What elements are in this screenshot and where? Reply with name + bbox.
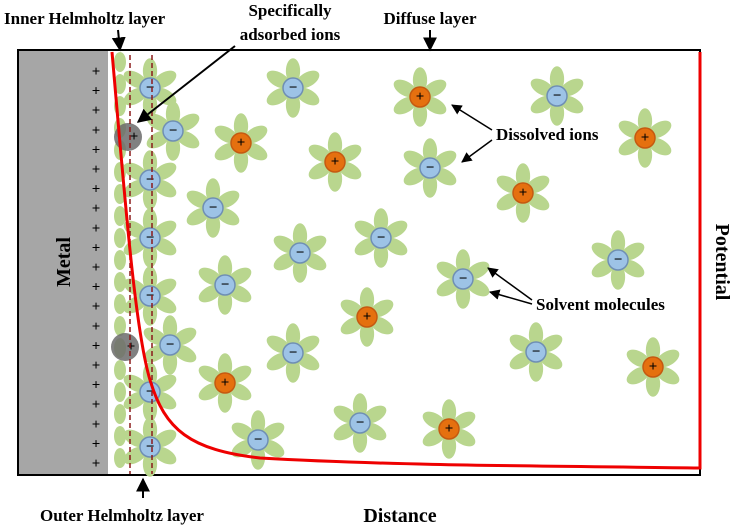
solvent-small	[114, 52, 126, 72]
ion-sign: −	[146, 439, 155, 455]
arrow	[118, 30, 120, 50]
ion-sign: +	[649, 359, 658, 375]
ion-sign: +	[519, 185, 528, 201]
ion-sign: −	[146, 172, 155, 188]
outer-helmholtz-label: Outer Helmholtz layer	[40, 506, 204, 525]
ion-sign: +	[445, 421, 454, 437]
surface-charge: +	[92, 123, 101, 139]
surface-charge: +	[92, 378, 101, 394]
specifically-label-2: adsorbed ions	[240, 25, 341, 44]
solvent-small	[114, 206, 126, 226]
diffuse-label: Diffuse layer	[383, 9, 476, 28]
ion-sign: −	[356, 415, 365, 431]
ion-sign: −	[221, 277, 230, 293]
ion-sign: −	[146, 288, 155, 304]
surface-charge: +	[92, 142, 101, 158]
ion-sign: +	[130, 129, 139, 145]
surface-charge: +	[92, 162, 101, 178]
surface-charge: +	[92, 319, 101, 335]
ion-sign: −	[146, 80, 155, 96]
ion-sign: −	[614, 252, 623, 268]
solvent-small	[114, 360, 126, 380]
surface-charge: +	[92, 260, 101, 276]
solvent-small	[114, 316, 126, 336]
ion-sign: −	[209, 200, 218, 216]
ion-sign: −	[289, 345, 298, 361]
surface-charge: +	[92, 397, 101, 413]
dissolved-label: Dissolved ions	[496, 125, 599, 144]
ion-sign: −	[146, 230, 155, 246]
surface-charge: +	[92, 299, 101, 315]
ion-sign: +	[237, 135, 246, 151]
surface-charge: +	[92, 240, 101, 256]
solvent-small	[114, 404, 126, 424]
surface-charge: +	[92, 358, 101, 374]
metal-label: Metal	[53, 237, 75, 287]
ion-sign: +	[127, 339, 136, 355]
surface-charge: +	[92, 84, 101, 100]
ion-sign: −	[289, 80, 298, 96]
ion-sign: −	[254, 432, 263, 448]
solvent-label: Solvent molecules	[536, 295, 665, 314]
ion-sign: −	[377, 230, 386, 246]
diagram: + + + + + + + + + + + + + + + + + + + + + − − − − − − − + − − + + − − + + − − −…	[0, 0, 736, 528]
surface-charge: +	[92, 182, 101, 198]
solvent-small	[114, 250, 126, 270]
surface-charge: +	[92, 221, 101, 237]
ion-sign: −	[532, 344, 541, 360]
surface-charge: +	[92, 436, 101, 452]
surface-charge: +	[92, 201, 101, 217]
ion-sign: −	[166, 337, 175, 353]
ion-sign: −	[459, 271, 468, 287]
ion-sign: +	[331, 154, 340, 170]
solvent-small	[114, 228, 126, 248]
surface-charge: +	[92, 456, 101, 472]
surface-charge: +	[92, 338, 101, 354]
solvent-small	[114, 294, 126, 314]
distance-label: Distance	[363, 505, 436, 527]
ion-sign: −	[553, 88, 562, 104]
ion-sign: +	[641, 130, 650, 146]
surface-charge: +	[92, 64, 101, 80]
surface-charge: +	[92, 280, 101, 296]
ion-sign: +	[221, 375, 230, 391]
ion-sign: −	[426, 160, 435, 176]
surface-charge: +	[92, 103, 101, 119]
inner-helmholtz-label: Inner Helmholtz layer	[4, 9, 166, 28]
potential-label: Potential	[711, 224, 733, 301]
surface-charge: +	[92, 417, 101, 433]
specifically-label-1: Specifically	[248, 1, 332, 20]
ion-sign: −	[169, 123, 178, 139]
solvent-small	[114, 382, 126, 402]
ion-sign: +	[416, 89, 425, 105]
ion-sign: +	[363, 309, 372, 325]
ion-sign: −	[296, 245, 305, 261]
